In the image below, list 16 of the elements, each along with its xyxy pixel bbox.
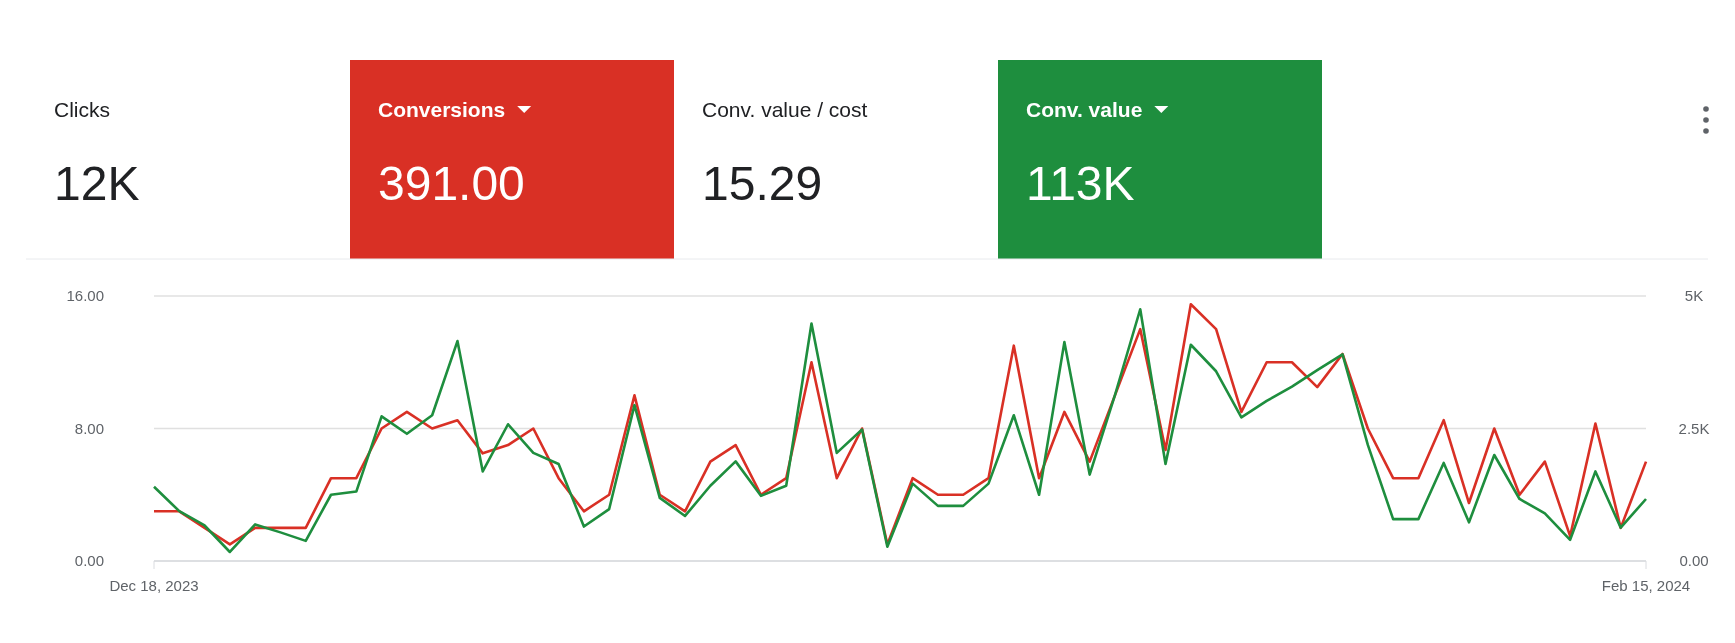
category-label: Conv. value / cost [702,98,868,121]
y2-tick-label: 0.00 [1679,552,1709,569]
category-label: Conversions [378,98,506,121]
text: 391.00 [378,157,525,210]
text: 12K [54,157,140,210]
x-tick-label: Dec 18, 2023 [109,577,199,594]
text: 113K [1026,157,1135,210]
y-tick-label: 0.00 [74,552,104,569]
y2-tick-label: 2.5K [1678,419,1710,437]
y-tick-label: 16.00 [66,287,104,304]
category-label: Conv. value [1026,98,1143,121]
x-tick-label: Feb 15, 2024 [1601,577,1691,594]
y-tick-label: 8.00 [74,419,104,437]
text: 15.29 [702,157,823,210]
category-label: Clicks [54,98,110,121]
y2-tick-label: 5K [1684,287,1704,304]
